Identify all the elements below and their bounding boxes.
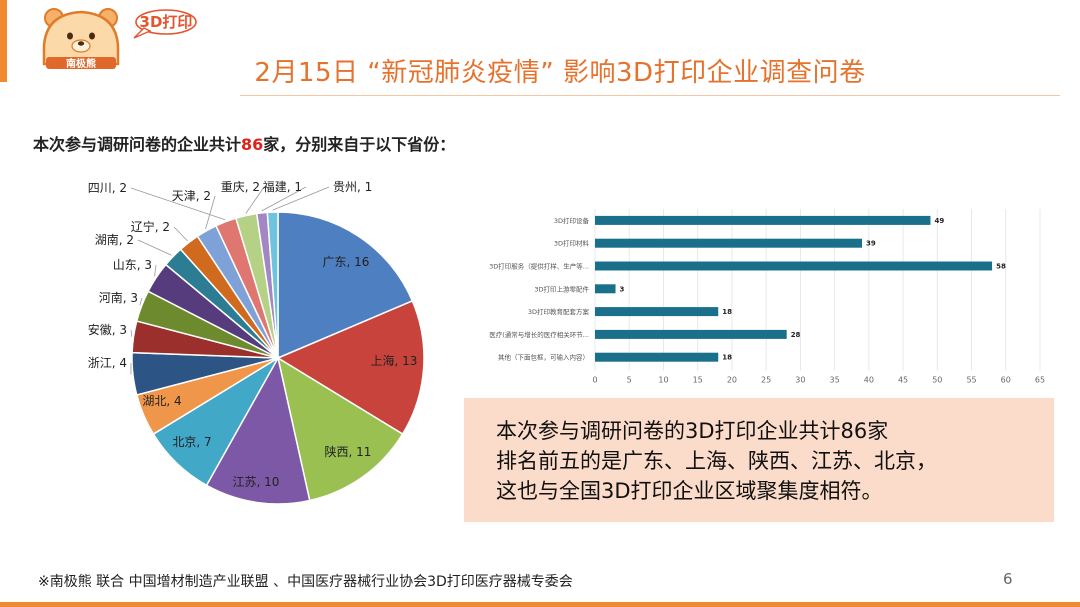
pie-label-12: 天津, 2	[172, 189, 211, 203]
pie-leader-10	[137, 239, 172, 256]
bar-value-3: 3	[620, 285, 625, 293]
intro-after: 家，分别来自于以下省份：	[263, 135, 456, 154]
title-divider	[240, 95, 1060, 96]
bar-category-1: 3D打印材料	[554, 239, 590, 248]
summary-box: 本次参与调研问卷的3D打印企业共计86家 排名前五的是广东、上海、陕西、江苏、北…	[464, 398, 1054, 522]
bar-value-1: 39	[866, 240, 876, 248]
pie-label-16: 贵州, 1	[333, 180, 372, 194]
bar-tick-11: 55	[966, 376, 976, 385]
page-number: 6	[1003, 570, 1013, 588]
bar-4	[595, 307, 719, 317]
pie-slice-3	[205, 355, 311, 505]
bar-tick-13: 65	[1035, 376, 1045, 385]
bar-value-0: 49	[934, 217, 944, 225]
pie-slice-16	[266, 211, 279, 359]
bar-tick-2: 10	[658, 376, 668, 385]
bar-tick-8: 40	[864, 376, 874, 385]
bar-3	[595, 284, 616, 294]
summary-line-3: 这也与全国3D打印企业区域聚集度相符。	[496, 479, 883, 503]
pie-label-14: 重庆, 2	[221, 180, 260, 194]
pie-label-6: 浙江, 4	[88, 356, 127, 370]
bar-5	[595, 329, 787, 339]
bar-tick-7: 35	[830, 376, 840, 385]
pie-label-4: 北京, 7	[172, 435, 211, 449]
bar-category-0: 3D打印设备	[554, 216, 590, 225]
intro-text: 本次参与调研问卷的企业共计86家，分别来自于以下省份：	[33, 131, 455, 155]
bar-1	[595, 238, 862, 248]
brand-logo: 南极熊 3D打印	[42, 8, 197, 70]
pie-label-1: 上海, 13	[371, 353, 418, 368]
pie-leader-16	[272, 186, 330, 211]
pie-label-10: 湖南, 2	[95, 232, 134, 247]
pie-slice-2	[276, 356, 404, 502]
pie-label-7: 安徽, 3	[88, 322, 127, 337]
pie-leader-9	[154, 264, 157, 277]
bar-category-6: 其他（下面包框，可输入内容）	[498, 353, 589, 362]
footer-note: ※南极熊 联合 中国增材制造产业联盟 、中国医疗器械行业协会3D打印医疗器械专委…	[38, 574, 573, 590]
bar-tick-3: 15	[693, 376, 703, 385]
intro-before: 本次参与调研问卷的企业共计	[33, 135, 242, 154]
pie-label-13: 四川, 2	[88, 181, 127, 195]
pie-leader-7	[130, 329, 132, 337]
intro-count: 86	[241, 135, 264, 154]
pie-label-15: 福建, 1	[263, 179, 302, 194]
pie-label-8: 河南, 3	[99, 290, 138, 305]
bar-tick-0: 0	[592, 376, 597, 385]
business-bar-chart: 0 5 10 15 20 25 30 35 40 45 50 55 60 65 3D打印设备 49 3D打印材料…	[489, 209, 1045, 385]
logo-brand-text: 南极熊	[66, 57, 96, 70]
bar-2	[595, 261, 993, 271]
logo-bubble-text: 3D打印	[140, 13, 193, 31]
bar-tick-12: 60	[1001, 376, 1011, 385]
bar-0	[595, 215, 931, 225]
bar-category-3: 3D打印上游零配件	[534, 284, 589, 293]
accent-left-bar	[0, 0, 7, 82]
pie-label-9: 山东, 3	[113, 258, 152, 272]
pie-leader-14	[245, 186, 265, 214]
pie-label-11: 辽宁, 2	[131, 219, 170, 234]
bar-value-4: 18	[722, 308, 732, 316]
pie-leader-8	[139, 297, 143, 306]
bar-tick-4: 20	[727, 376, 737, 385]
pie-label-2: 陕西, 11	[325, 444, 372, 459]
pie-label-5: 湖北, 4	[142, 393, 181, 408]
province-pie-chart: 广东, 16 上海, 13 陕西, 11 江苏, 10 北京, 7 湖北, 4 浙江, 4 安…	[88, 179, 425, 505]
bar-tick-1: 5	[627, 376, 632, 385]
pie-slice-1	[276, 299, 425, 436]
bar-tick-6: 30	[795, 376, 805, 385]
bar-category-4: 3D打印教育配套方案	[528, 307, 590, 316]
bar-6	[595, 352, 719, 362]
accent-bottom-bar	[0, 602, 1080, 607]
pie-leader-15	[261, 186, 307, 212]
bar-category-5: 医疗(通常与增长的医疗相关环节...	[489, 330, 589, 339]
bear-logo-icon: 南极熊	[42, 8, 120, 70]
pie-leader-11	[173, 226, 188, 242]
pie-slice-0	[277, 211, 414, 360]
pie-label-3: 江苏, 10	[233, 475, 280, 489]
summary-line-2: 排名前五的是广东、上海、陕西、江苏、北京，	[496, 449, 937, 473]
bar-value-5: 28	[791, 331, 801, 339]
bar-tick-5: 25	[761, 376, 771, 385]
pie-leader-12	[205, 195, 216, 230]
pie-leader-13	[130, 187, 226, 221]
bar-category-2: 3D打印服务（提供打样、生产等...	[489, 262, 589, 271]
pie-label-0: 广东, 16	[323, 255, 370, 269]
page-title: 2月15日 “新冠肺炎疫情” 影响3D打印企业调查问卷	[254, 58, 866, 88]
bar-value-6: 18	[722, 354, 732, 362]
bar-tick-10: 50	[932, 376, 942, 385]
speech-bubble-icon: 3D打印	[133, 9, 197, 39]
bar-value-2: 58	[996, 263, 1006, 271]
bar-tick-9: 45	[898, 376, 908, 385]
summary-line-1: 本次参与调研问卷的3D打印企业共计86家	[496, 419, 889, 443]
